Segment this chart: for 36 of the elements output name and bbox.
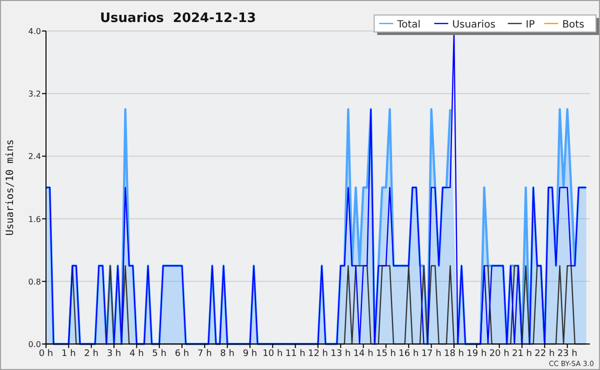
y-tick-label: 3.2 [28, 90, 41, 99]
x-tick-label: 8 h [220, 349, 234, 359]
x-tick-label: 16 h [398, 349, 419, 359]
x-tick-label: 17 h [421, 349, 442, 359]
legend-label: Bots [562, 20, 584, 30]
x-tick-label: 20 h [489, 349, 510, 359]
y-tick-label: 4.0 [28, 27, 41, 36]
x-tick-label: 13 h [330, 349, 351, 359]
x-tick-label: 2 h [84, 349, 98, 359]
legend-label: Total [396, 20, 421, 30]
x-tick-label: 1 h [62, 349, 76, 359]
x-tick-label: 4 h [130, 349, 144, 359]
x-tick-label: 21 h [512, 349, 532, 359]
x-tick-label: 15 h [376, 349, 396, 359]
x-tick-label: 22 h [534, 349, 555, 359]
x-tick-label: 7 h [198, 349, 212, 359]
x-tick-label: 6 h [174, 349, 190, 359]
x-tick-label: 11 h [285, 349, 306, 359]
x-tick-label: 23 h [557, 349, 578, 359]
y-tick-label: 0.8 [28, 277, 41, 286]
x-tick-label: 19 h [466, 349, 487, 359]
legend-label: Usuarios [452, 20, 496, 30]
x-tick-label: 0 h [38, 349, 54, 359]
y-axis-title: Usuarios/10 mins [5, 139, 16, 236]
chart-title: Usuarios 2024-12-13 [100, 11, 256, 26]
x-tick-label: 14 h [353, 349, 374, 359]
x-tick-label: 9 h [242, 349, 258, 359]
x-tick-label: 3 h [106, 349, 122, 359]
y-tick-label: 2.4 [28, 152, 41, 162]
legend-label: IP [526, 20, 535, 30]
x-tick-label: 18 h [444, 349, 464, 359]
x-tick-label: 10 h [262, 349, 283, 359]
x-tick-label: 12 h [308, 349, 328, 359]
y-tick-label: 1.6 [28, 214, 41, 224]
x-tick-label: 5 h [152, 349, 166, 359]
y-tick-label: 0.0 [28, 340, 41, 349]
